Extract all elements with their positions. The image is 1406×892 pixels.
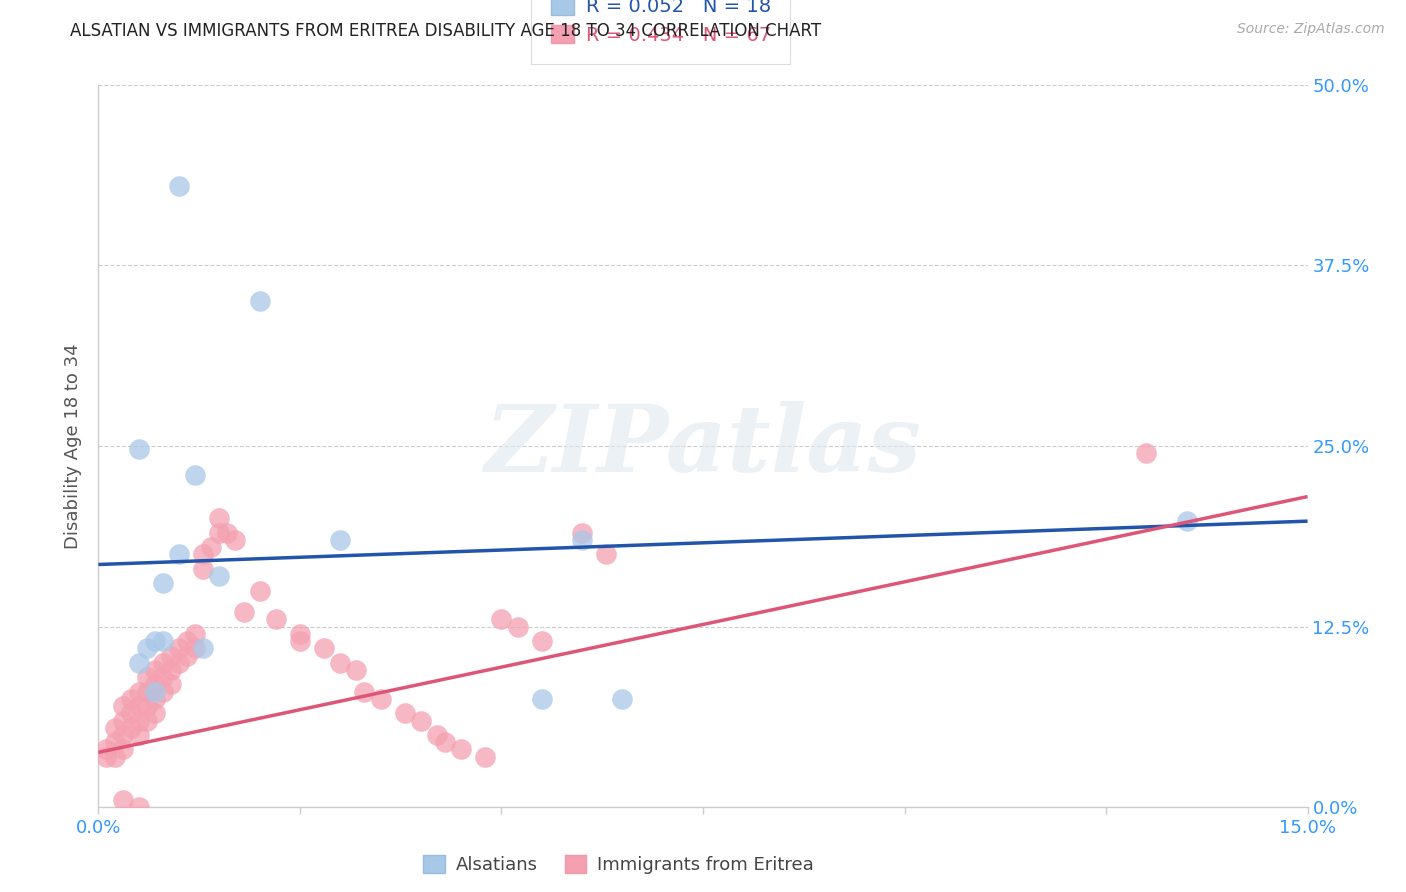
Point — [111, 699, 134, 714]
Point — [96, 749, 118, 764]
Point — [329, 656, 352, 670]
Point — [426, 728, 449, 742]
Point — [128, 728, 150, 742]
Point — [143, 663, 166, 677]
Point — [184, 627, 207, 641]
Point — [208, 511, 231, 525]
Point — [217, 525, 239, 540]
Point — [506, 619, 529, 633]
Point — [434, 735, 457, 749]
Point — [249, 294, 271, 309]
Point — [1135, 446, 1157, 460]
Point — [208, 569, 231, 583]
Point — [329, 533, 352, 547]
Y-axis label: Disability Age 18 to 34: Disability Age 18 to 34 — [65, 343, 83, 549]
Point — [200, 540, 222, 554]
Text: ZIPatlas: ZIPatlas — [485, 401, 921, 491]
Point — [135, 684, 157, 698]
Point — [208, 525, 231, 540]
Point — [128, 442, 150, 456]
Point — [143, 677, 166, 691]
Point — [249, 583, 271, 598]
Point — [128, 684, 150, 698]
Point — [128, 656, 150, 670]
Point — [288, 634, 311, 648]
Point — [167, 178, 190, 193]
Point — [160, 663, 183, 677]
Point — [135, 641, 157, 656]
Legend: Alsatians, Immigrants from Eritrea: Alsatians, Immigrants from Eritrea — [416, 848, 821, 881]
Point — [111, 742, 134, 756]
Point — [143, 692, 166, 706]
Point — [612, 692, 634, 706]
Point — [167, 548, 190, 562]
Point — [120, 706, 142, 721]
Point — [167, 641, 190, 656]
Point — [193, 562, 215, 576]
Point — [128, 714, 150, 728]
Point — [96, 742, 118, 756]
Point — [450, 742, 472, 756]
Point — [111, 728, 134, 742]
Point — [474, 749, 496, 764]
Point — [152, 656, 174, 670]
Point — [184, 467, 207, 482]
Point — [128, 800, 150, 814]
Point — [103, 735, 125, 749]
Point — [176, 634, 198, 648]
Point — [111, 714, 134, 728]
Point — [160, 677, 183, 691]
Point — [152, 576, 174, 591]
Point — [232, 605, 254, 619]
Text: Source: ZipAtlas.com: Source: ZipAtlas.com — [1237, 22, 1385, 37]
Point — [571, 533, 593, 547]
Point — [167, 656, 190, 670]
Point — [571, 525, 593, 540]
Point — [135, 714, 157, 728]
Point — [184, 641, 207, 656]
Point — [152, 670, 174, 684]
Point — [224, 533, 246, 547]
Point — [314, 641, 336, 656]
Point — [176, 648, 198, 663]
Point — [595, 548, 617, 562]
Point — [128, 699, 150, 714]
Text: ALSATIAN VS IMMIGRANTS FROM ERITREA DISABILITY AGE 18 TO 34 CORRELATION CHART: ALSATIAN VS IMMIGRANTS FROM ERITREA DISA… — [70, 22, 821, 40]
Point — [135, 699, 157, 714]
Point — [103, 749, 125, 764]
Point — [353, 684, 375, 698]
Point — [160, 648, 183, 663]
Point — [288, 627, 311, 641]
Point — [143, 684, 166, 698]
Point — [193, 548, 215, 562]
Point — [152, 684, 174, 698]
Point — [394, 706, 416, 721]
Point — [120, 721, 142, 735]
Point — [135, 670, 157, 684]
Point — [264, 612, 287, 626]
Point — [530, 634, 553, 648]
Point — [370, 692, 392, 706]
Point — [409, 714, 432, 728]
Point — [152, 634, 174, 648]
Point — [120, 692, 142, 706]
Point — [111, 793, 134, 807]
Point — [1175, 514, 1198, 528]
Point — [344, 663, 367, 677]
Point — [143, 634, 166, 648]
Point — [103, 721, 125, 735]
Point — [530, 692, 553, 706]
Point — [193, 641, 215, 656]
Point — [143, 706, 166, 721]
Point — [491, 612, 513, 626]
